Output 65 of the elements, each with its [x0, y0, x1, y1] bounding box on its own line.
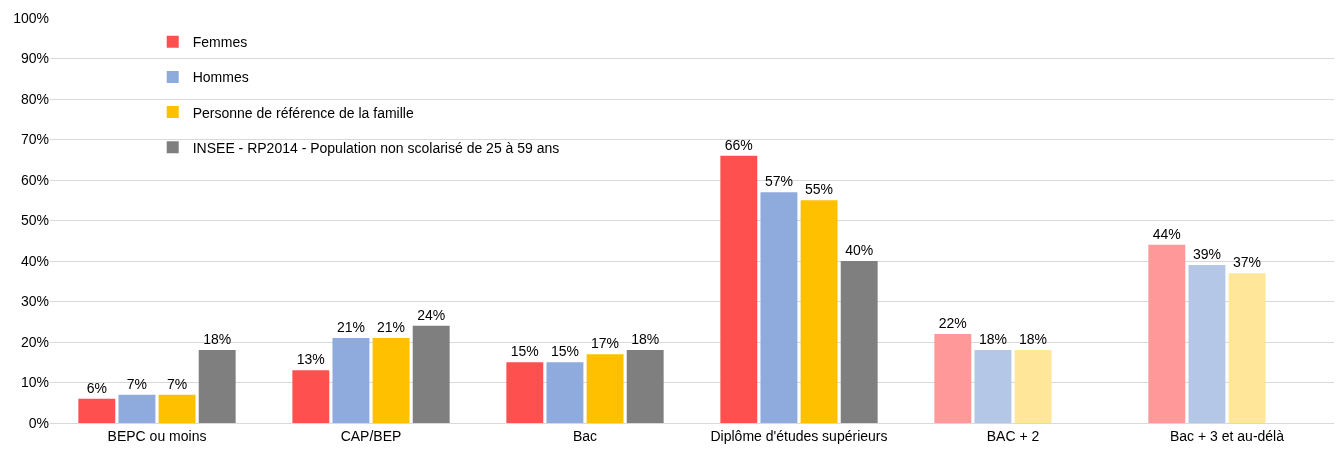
data-label: 55%	[805, 181, 834, 198]
bar	[158, 394, 196, 423]
bar	[760, 192, 798, 423]
legend-label: Hommes	[192, 69, 249, 86]
bar	[198, 350, 236, 423]
data-label: 15%	[550, 343, 579, 360]
data-label: 24%	[417, 306, 446, 323]
bar	[412, 325, 450, 423]
data-label: 18%	[978, 331, 1007, 348]
data-label: 6%	[86, 379, 107, 396]
y-tick-label: 40%	[20, 252, 49, 269]
x-tick-label: CAP/BEP	[340, 427, 402, 444]
bar	[800, 200, 838, 423]
data-label: 13%	[296, 351, 325, 368]
x-tick-label: BEPC ou moins	[107, 427, 207, 444]
y-tick-label: 20%	[20, 333, 49, 350]
bar	[78, 398, 116, 423]
y-tick-label: 50%	[20, 212, 49, 229]
y-tick-label: 0%	[28, 414, 49, 431]
bar	[1228, 273, 1266, 423]
data-label: 15%	[510, 343, 539, 360]
bar	[1148, 244, 1186, 423]
data-label: 18%	[203, 331, 232, 348]
data-label: 18%	[1019, 331, 1048, 348]
data-label: 44%	[1152, 225, 1181, 242]
x-tick-label: Bac + 3 et au-délà	[1169, 427, 1285, 444]
legend-label: INSEE - RP2014 - Population non scolarisé de 25 à 59 ans	[192, 139, 560, 156]
data-label: 18%	[631, 331, 660, 348]
y-tick-label: 30%	[20, 293, 49, 310]
data-label: 21%	[336, 318, 365, 335]
bar	[546, 362, 584, 423]
bar	[934, 333, 972, 423]
data-label: 21%	[377, 318, 406, 335]
bar	[292, 370, 330, 423]
data-label: 17%	[591, 335, 620, 352]
legend-label: Personne de référence de la famille	[192, 104, 414, 121]
y-tick-label: 100%	[13, 9, 49, 26]
data-label: 37%	[1233, 254, 1262, 271]
data-label: 57%	[764, 173, 793, 190]
bar	[332, 337, 370, 423]
legend-label: Femmes	[192, 34, 248, 51]
bar	[1188, 265, 1226, 423]
bar	[840, 261, 878, 423]
bar	[720, 155, 758, 423]
data-label: 22%	[938, 314, 967, 331]
x-tick-label: Bac	[572, 427, 598, 444]
y-tick-label: 70%	[20, 131, 49, 148]
x-tick-label: BAC + 2	[986, 427, 1040, 444]
data-label: 39%	[1192, 246, 1221, 263]
y-tick-label: 90%	[20, 50, 49, 67]
bar	[118, 394, 156, 423]
data-label: 40%	[845, 242, 874, 258]
bar	[974, 350, 1012, 423]
data-label: 7%	[126, 375, 148, 392]
data-label: 66%	[724, 136, 753, 153]
x-tick-label: Diplôme d'études supérieurs	[710, 427, 888, 444]
bar	[506, 362, 544, 423]
bar	[586, 354, 624, 423]
y-tick-label: 10%	[20, 374, 49, 391]
y-tick-label: 60%	[20, 171, 49, 188]
y-tick-label: 80%	[20, 90, 49, 107]
bar	[626, 350, 664, 423]
bar	[372, 337, 410, 423]
bar	[1014, 350, 1052, 423]
data-label: 7%	[166, 375, 188, 392]
